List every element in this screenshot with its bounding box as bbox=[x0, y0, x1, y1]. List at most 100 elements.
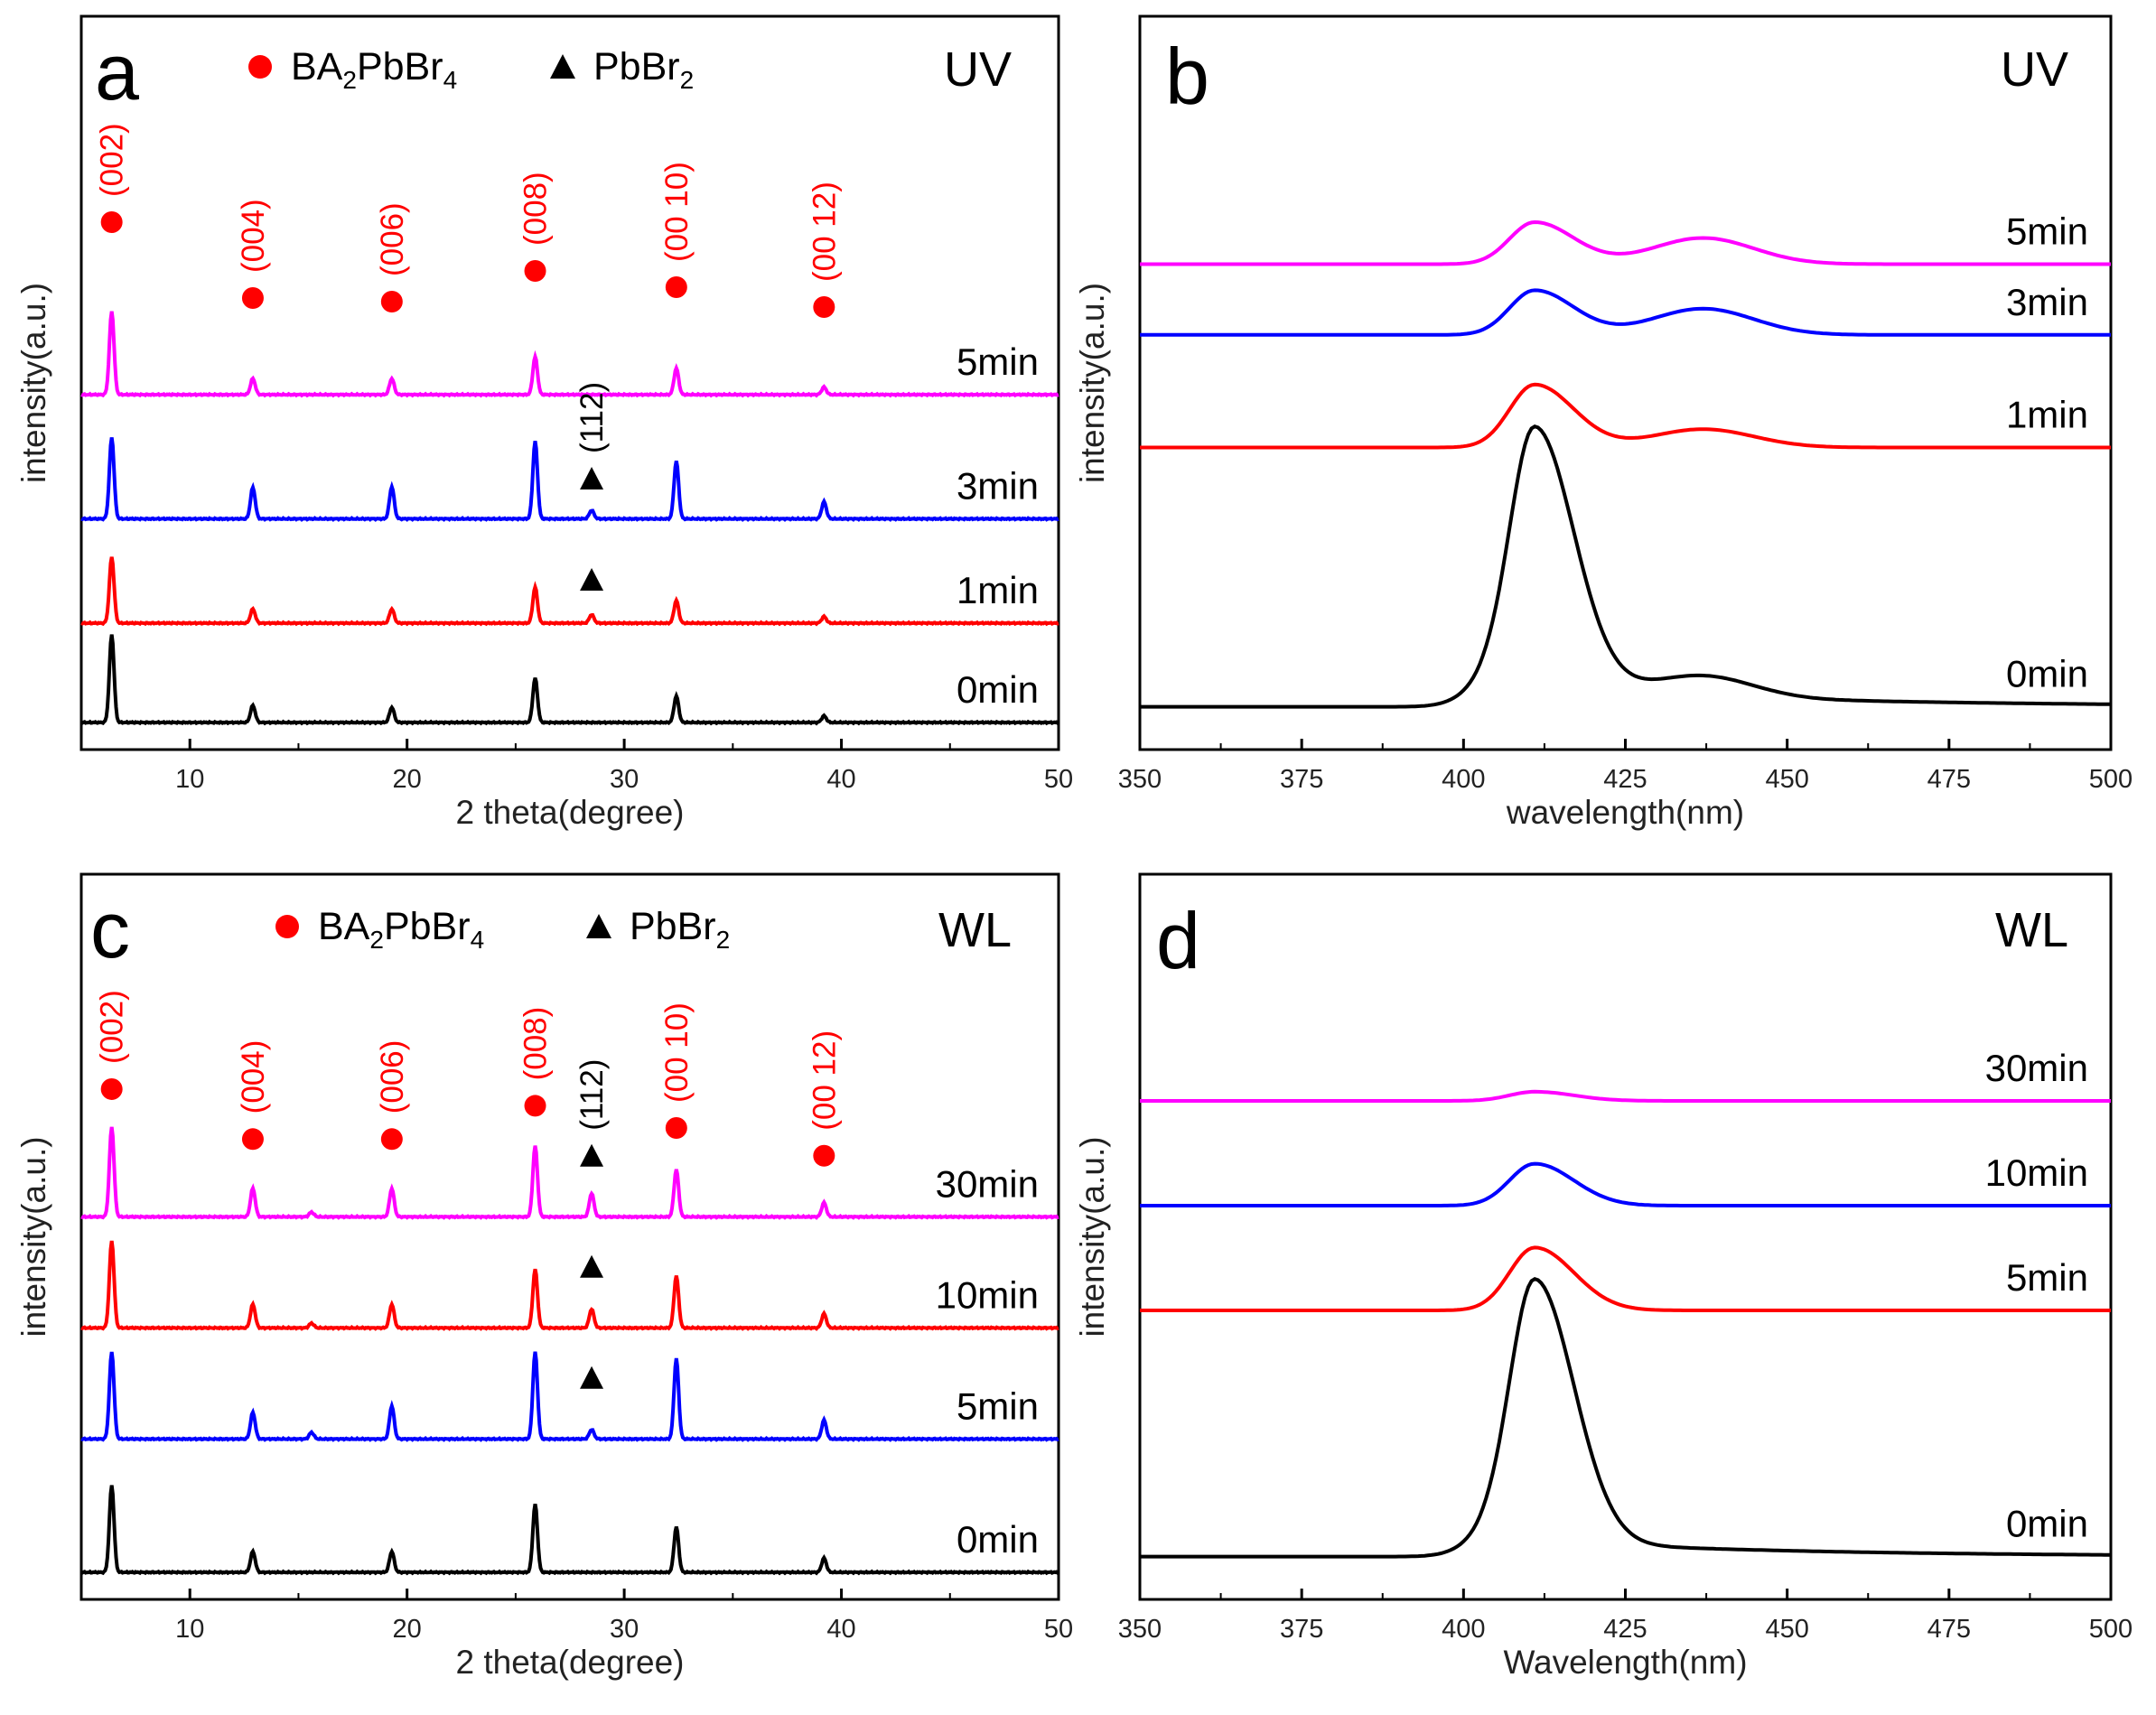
plot-frame bbox=[79, 872, 1060, 1601]
y-axis-title: intensity(a.u.) bbox=[15, 283, 52, 483]
series-line-1min bbox=[1140, 382, 2111, 450]
series-line-5min bbox=[1140, 1245, 2111, 1312]
legend-label: BA2PbBr4 bbox=[291, 45, 457, 94]
series-label: 1min bbox=[2006, 394, 2088, 436]
series-label: 5min bbox=[957, 1384, 1039, 1427]
legend-triangle-icon bbox=[586, 914, 611, 938]
series-line-30min bbox=[80, 1126, 1059, 1220]
peak-marker-circle bbox=[524, 260, 546, 282]
x-tick-label: 475 bbox=[1927, 765, 1971, 794]
legend-sub2: 4 bbox=[443, 66, 458, 94]
peak-marker-circle bbox=[241, 287, 264, 309]
x-tick-label: 500 bbox=[2089, 1615, 2133, 1644]
hkl-label: (00 12) bbox=[807, 1030, 842, 1131]
plot-frame bbox=[79, 14, 1060, 751]
peak-marker-triangle bbox=[580, 568, 604, 591]
peak-marker-circle bbox=[665, 1117, 687, 1139]
x-tick-label: 10 bbox=[175, 1615, 204, 1644]
series-line-10min bbox=[1140, 1161, 2111, 1207]
series-label: 1min bbox=[957, 569, 1039, 611]
hkl-label: (112) bbox=[574, 1059, 610, 1131]
hkl-label: (002) bbox=[95, 123, 130, 197]
panel-letter: b bbox=[1165, 32, 1209, 121]
x-tick-label: 10 bbox=[175, 765, 204, 794]
hkl-label: (006) bbox=[375, 1040, 410, 1114]
y-axis-title: intensity(a.u.) bbox=[1074, 1136, 1111, 1337]
x-tick-label: 40 bbox=[826, 765, 855, 794]
hkl-label: (112) bbox=[574, 382, 610, 453]
series-line-5min bbox=[1140, 219, 2111, 266]
series-line-5min bbox=[80, 1351, 1059, 1442]
legend-sub1: 2 bbox=[680, 66, 695, 94]
hkl-label: (006) bbox=[375, 202, 410, 276]
series-line-30min bbox=[1140, 1089, 2111, 1103]
series-line-0min bbox=[1140, 424, 2111, 709]
series-line-0min bbox=[80, 1485, 1059, 1576]
series-label: 5min bbox=[957, 340, 1039, 383]
x-axis-title: 2 theta(degree) bbox=[455, 794, 684, 831]
series-label: 10min bbox=[936, 1273, 1039, 1316]
series-line-0min bbox=[80, 634, 1059, 726]
x-tick-label: 50 bbox=[1044, 765, 1073, 794]
peak-marker-circle bbox=[380, 1128, 403, 1151]
legend-label: PbBr2 bbox=[630, 905, 730, 954]
x-tick-label: 350 bbox=[1118, 1615, 1162, 1644]
hkl-label: (004) bbox=[236, 1040, 271, 1114]
legend-label: PbBr2 bbox=[593, 45, 694, 94]
peak-marker-circle bbox=[524, 1095, 546, 1117]
legend-circle-icon bbox=[248, 55, 272, 79]
peak-marker-circle bbox=[380, 291, 403, 312]
series-line-3min bbox=[1140, 288, 2111, 337]
hkl-label: (00 10) bbox=[659, 162, 695, 262]
series-label: 3min bbox=[957, 465, 1039, 508]
series-label: 0min bbox=[957, 668, 1039, 711]
panel-a: 10 20 30 40 50 2 theta(degree) intensity(a.u.)… bbox=[15, 14, 1073, 831]
hkl-label: (002) bbox=[95, 990, 130, 1064]
x-tick-label: 500 bbox=[2089, 765, 2133, 794]
x-tick-label: 50 bbox=[1044, 1615, 1073, 1644]
peak-marker-circle bbox=[813, 296, 835, 318]
x-tick-label: 20 bbox=[393, 1615, 422, 1644]
series-line-1min bbox=[80, 556, 1059, 627]
x-tick-label: 375 bbox=[1280, 765, 1323, 794]
legend-sub1: 2 bbox=[342, 66, 357, 94]
panel-letter: c bbox=[90, 885, 130, 974]
series-line-5min bbox=[80, 311, 1059, 398]
legend-circle-icon bbox=[275, 915, 299, 938]
legend-mid: PbBr bbox=[384, 905, 471, 948]
hkl-label: (00 12) bbox=[807, 182, 842, 282]
x-tick-label: 40 bbox=[826, 1615, 855, 1644]
panel-d: 350 375 400 425 450 475 500 Wavelength(nm) inten… bbox=[1074, 872, 2133, 1681]
series-line-0min bbox=[1140, 1277, 2111, 1559]
x-axis-title: wavelength(nm) bbox=[1506, 794, 1744, 831]
x-tick-label: 400 bbox=[1442, 765, 1485, 794]
panel-b: 350 375 400 425 450 475 500 wavelength(nm) inten… bbox=[1074, 14, 2133, 831]
x-tick-label: 450 bbox=[1765, 1615, 1808, 1644]
hkl-label: (00 10) bbox=[659, 1002, 695, 1103]
x-tick-label: 450 bbox=[1765, 765, 1808, 794]
peak-marker-circle bbox=[813, 1144, 835, 1167]
x-tick-label: 375 bbox=[1280, 1615, 1323, 1644]
plot-frame bbox=[1138, 872, 2113, 1601]
panel-letter: a bbox=[95, 27, 139, 117]
x-tick-label: 30 bbox=[610, 1615, 639, 1644]
series-label: 5min bbox=[2006, 210, 2088, 253]
legend-mid: PbBr bbox=[357, 45, 443, 89]
peak-marker-circle bbox=[100, 1077, 123, 1100]
x-tick-label: 20 bbox=[393, 765, 422, 794]
panel-letter: d bbox=[1156, 896, 1200, 985]
panel-c: 10 20 30 40 50 2 theta(degree) intensity(a.u.)… bbox=[15, 872, 1073, 1681]
condition-label: UV bbox=[2001, 42, 2068, 97]
series-label: 3min bbox=[2006, 281, 2088, 323]
peak-marker-triangle bbox=[580, 1365, 604, 1389]
x-tick-label: 350 bbox=[1118, 765, 1162, 794]
peak-marker-circle bbox=[241, 1128, 264, 1151]
series-line-3min bbox=[80, 437, 1059, 522]
x-tick-label: 30 bbox=[610, 765, 639, 794]
condition-label: UV bbox=[944, 42, 1012, 97]
x-tick-label: 475 bbox=[1927, 1615, 1971, 1644]
x-tick-label: 400 bbox=[1442, 1615, 1485, 1644]
peak-marker-circle bbox=[100, 211, 123, 233]
legend-sub2: 4 bbox=[471, 926, 485, 954]
